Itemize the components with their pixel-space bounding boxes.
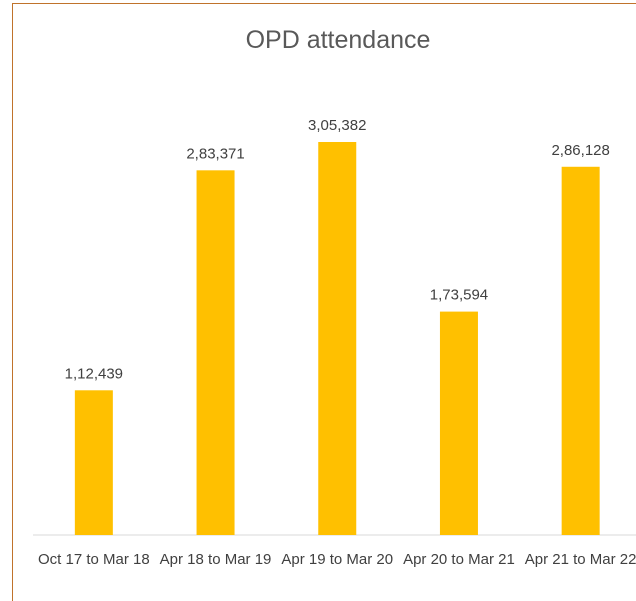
data-label: 3,05,382 — [308, 117, 366, 134]
bar — [196, 170, 235, 535]
x-tick-label: Apr 19 to Mar 20 — [281, 551, 394, 568]
chart-border — [12, 3, 636, 601]
data-label: 1,12,439 — [65, 365, 123, 382]
bar — [74, 390, 113, 535]
data-label: 2,83,371 — [186, 145, 244, 162]
x-tick-label: Apr 20 to Mar 21 — [403, 551, 515, 568]
data-label: 2,86,128 — [551, 142, 609, 159]
bar — [561, 166, 600, 536]
x-tick-label: Apr 21 to Mar 22 — [524, 551, 636, 568]
bar — [318, 142, 357, 535]
chart-title: OPD attendance — [246, 26, 431, 54]
data-label: 1,73,594 — [430, 287, 488, 304]
bar — [439, 311, 478, 535]
x-tick-label: Oct 17 to Mar 18 — [37, 551, 150, 568]
x-tick-label: Apr 18 to Mar 19 — [159, 551, 272, 568]
